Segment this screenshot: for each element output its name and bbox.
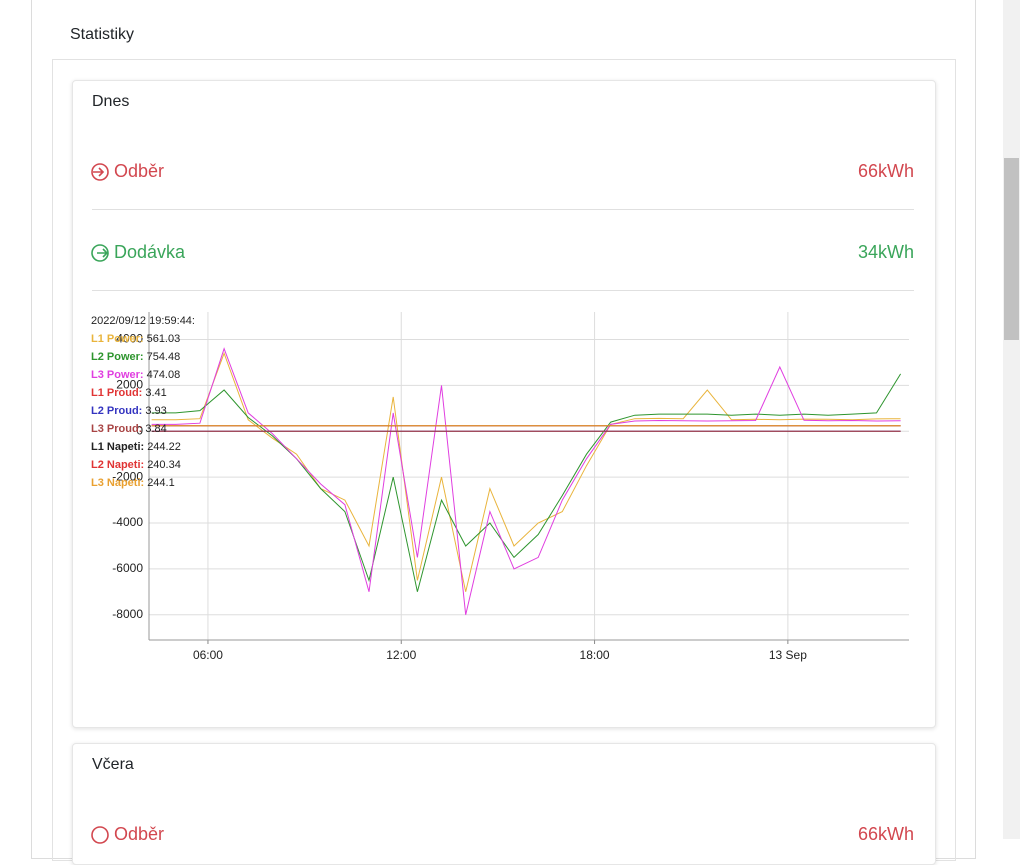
divider	[92, 290, 914, 291]
y-tick-label: 2000	[116, 378, 143, 392]
tooltip-separator: :	[141, 477, 145, 489]
import-icon	[91, 825, 109, 844]
tooltip-item: L3 Napeti: 244.1	[91, 477, 175, 489]
tooltip-name: L2 Proud	[91, 405, 139, 417]
tooltip-value: 754.48	[147, 351, 181, 363]
x-tick-label: 13 Sep	[769, 648, 807, 662]
tooltip-separator: :	[139, 387, 143, 399]
series-line	[151, 373, 902, 592]
import-value: 66kWh	[857, 824, 914, 844]
tooltip-value: 244.22	[147, 441, 181, 453]
scrollbar-thumb[interactable]	[1004, 158, 1019, 340]
tooltip-item: L2 Proud: 3.93	[91, 405, 167, 417]
tooltip-separator: :	[140, 351, 144, 363]
tooltip-separator: :	[139, 405, 143, 417]
tooltip-name: L2 Power	[91, 351, 141, 363]
y-tick-label: -4000	[112, 515, 143, 529]
page: Statistiky Dnes Odběr 66kWh Dodávka 34kW…	[31, 0, 1020, 865]
import-row: Odběr	[90, 824, 164, 845]
tooltip-separator: :	[141, 459, 145, 471]
tooltip-item: L1 Napeti: 244.22	[91, 441, 181, 453]
tooltip-name: L1 Power	[91, 333, 141, 345]
y-tick-label: 4000	[116, 332, 143, 346]
y-tick-label: -8000	[112, 607, 143, 621]
import-icon	[91, 162, 109, 181]
tooltip-value: 244.1	[147, 477, 175, 489]
export-icon	[91, 243, 109, 262]
today-card	[72, 80, 936, 728]
y-tick-label: -6000	[112, 561, 143, 575]
series-line	[151, 351, 901, 592]
tooltip-title: 2022/09/12 19:59:44:	[91, 315, 195, 327]
tooltip-value: 3.41	[145, 387, 166, 399]
tooltip-value: 474.08	[147, 369, 181, 381]
y-tick-label: 0	[136, 423, 143, 437]
tooltip-item: L3 Power: 474.08	[91, 369, 180, 381]
import-row: Odběr	[90, 161, 164, 182]
tooltip-name: L3 Proud	[91, 423, 139, 435]
tooltip-name: L3 Power	[91, 369, 141, 381]
card-title: Včera	[92, 756, 134, 773]
tooltip-name: L2 Napeti	[91, 459, 141, 471]
tooltip-separator: :	[139, 423, 143, 435]
export-row: Dodávka	[90, 242, 185, 263]
tooltip-separator: :	[141, 441, 145, 453]
import-value: 66kWh	[857, 161, 914, 181]
tooltip-value: 3.84	[145, 423, 166, 435]
section-title: Statistiky	[70, 26, 135, 43]
tooltip-separator: :	[140, 333, 144, 345]
tooltip-name: L3 Napeti	[91, 477, 141, 489]
import-label: Odběr	[114, 824, 165, 844]
tooltip-item: L2 Napeti: 240.34	[91, 459, 181, 471]
tooltip-name: L1 Napeti	[91, 441, 141, 453]
card-title: Dnes	[92, 93, 130, 110]
tooltip-item: L1 Proud: 3.41	[91, 387, 167, 399]
tooltip-value: 561.03	[147, 333, 181, 345]
series-line	[151, 347, 901, 615]
tooltip-value: 240.34	[147, 459, 181, 471]
import-label: Odběr	[114, 161, 165, 181]
export-label: Dodávka	[114, 242, 186, 262]
yesterday-card	[72, 743, 936, 865]
tooltip-name: L1 Proud	[91, 387, 139, 399]
tooltip-value: 3.93	[145, 405, 166, 417]
tooltip-item: L3 Proud: 3.84	[91, 423, 167, 435]
chart: -8000 -6000 -4000 -2000 0 2000 4000 06:00 12:00 1…	[91, 312, 909, 662]
tooltip-item: L2 Power: 754.48	[91, 351, 180, 363]
x-tick-label: 18:00	[580, 648, 610, 662]
divider	[92, 209, 914, 210]
x-tick-label: 06:00	[193, 648, 223, 662]
x-tick-label: 12:00	[386, 648, 416, 662]
export-value: 34kWh	[857, 242, 914, 262]
y-tick-label: -2000	[112, 469, 143, 483]
scrollbar[interactable]	[1003, 0, 1020, 839]
tooltip-separator: :	[140, 369, 144, 381]
tooltip-item: L1 Power: 561.03	[91, 333, 180, 345]
